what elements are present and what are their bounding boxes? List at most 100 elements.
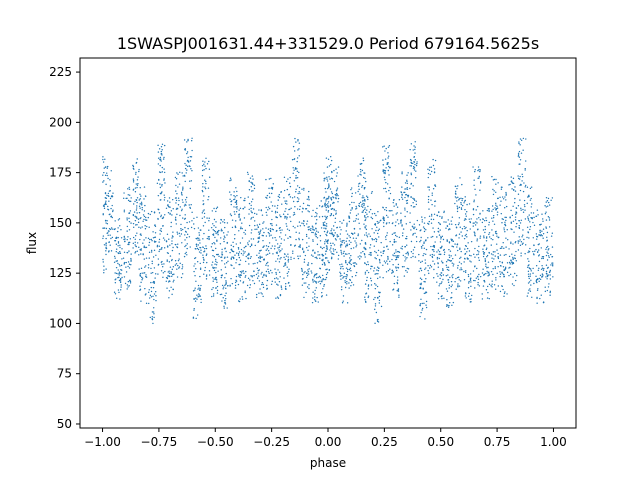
data-point	[348, 235, 350, 237]
data-point	[339, 272, 342, 275]
data-point	[119, 278, 122, 281]
data-point	[190, 180, 193, 182]
data-point	[238, 263, 240, 266]
data-point	[523, 204, 526, 206]
data-point	[141, 272, 143, 274]
data-point	[113, 228, 116, 231]
data-point	[361, 184, 364, 187]
data-point	[271, 228, 273, 230]
data-point	[102, 158, 104, 161]
data-point	[142, 242, 144, 244]
data-point	[431, 249, 434, 251]
data-point	[186, 159, 189, 162]
data-point	[242, 270, 245, 272]
data-point	[395, 213, 397, 215]
data-point	[545, 254, 548, 257]
data-point	[430, 245, 432, 248]
data-point	[103, 244, 106, 246]
data-point	[306, 220, 309, 222]
data-point	[401, 186, 403, 188]
data-point	[464, 235, 466, 237]
data-point	[215, 258, 217, 261]
data-point	[140, 233, 142, 235]
data-point	[474, 287, 476, 289]
data-point	[181, 172, 183, 174]
data-point	[141, 204, 143, 206]
data-point	[132, 214, 135, 216]
data-point	[298, 142, 301, 144]
data-point	[355, 263, 358, 265]
data-point	[519, 222, 522, 224]
data-point	[395, 241, 397, 243]
data-point	[115, 243, 118, 245]
data-point	[299, 255, 301, 257]
data-point	[437, 298, 440, 300]
data-point	[456, 243, 458, 246]
data-point	[117, 252, 120, 255]
data-point	[276, 258, 279, 260]
data-point	[145, 219, 148, 221]
data-point	[325, 223, 328, 225]
data-point	[268, 252, 271, 254]
data-point	[335, 190, 338, 192]
data-point	[375, 257, 377, 260]
data-point	[360, 256, 362, 258]
data-point	[200, 229, 202, 231]
data-point	[330, 191, 333, 193]
y-tick-label: 50	[57, 417, 72, 431]
data-point	[308, 199, 310, 201]
data-point	[184, 234, 186, 236]
data-point	[488, 209, 490, 212]
data-point	[391, 233, 394, 235]
data-point	[499, 275, 501, 278]
data-point	[157, 258, 160, 260]
data-point	[469, 273, 472, 275]
data-point	[159, 183, 161, 185]
data-point	[439, 215, 441, 218]
data-point	[394, 225, 397, 227]
data-point	[460, 267, 462, 269]
data-point	[197, 284, 200, 287]
data-point	[459, 269, 461, 271]
data-point	[315, 287, 317, 289]
data-point	[211, 288, 213, 291]
data-point	[491, 260, 494, 263]
data-point	[404, 209, 406, 211]
data-point	[223, 263, 226, 265]
data-point	[482, 268, 484, 270]
data-point	[235, 211, 238, 213]
data-point	[180, 223, 182, 226]
data-point	[393, 199, 395, 201]
data-point	[117, 242, 120, 244]
x-tick-label: 1.00	[540, 435, 567, 449]
data-point	[431, 253, 434, 256]
data-point	[327, 209, 330, 212]
data-point	[485, 217, 487, 219]
data-point	[129, 238, 132, 240]
data-point	[126, 238, 128, 241]
data-point	[314, 289, 316, 292]
data-point	[477, 257, 480, 259]
data-point	[243, 247, 245, 249]
data-point	[129, 282, 132, 284]
data-point	[533, 244, 535, 247]
data-point	[236, 208, 238, 210]
data-point	[386, 245, 388, 248]
data-point	[258, 260, 261, 262]
data-point	[320, 227, 323, 229]
data-point	[496, 211, 499, 213]
data-point	[239, 280, 242, 282]
data-point	[293, 213, 296, 216]
data-point	[335, 175, 338, 177]
data-point	[286, 272, 289, 275]
data-point	[234, 281, 237, 284]
data-point	[331, 178, 334, 180]
data-point	[185, 196, 188, 199]
data-point	[377, 270, 380, 272]
data-point	[335, 239, 337, 241]
data-point	[385, 191, 387, 193]
data-point	[214, 277, 217, 279]
data-point	[532, 253, 535, 255]
data-point	[241, 222, 243, 224]
data-point	[215, 253, 218, 256]
